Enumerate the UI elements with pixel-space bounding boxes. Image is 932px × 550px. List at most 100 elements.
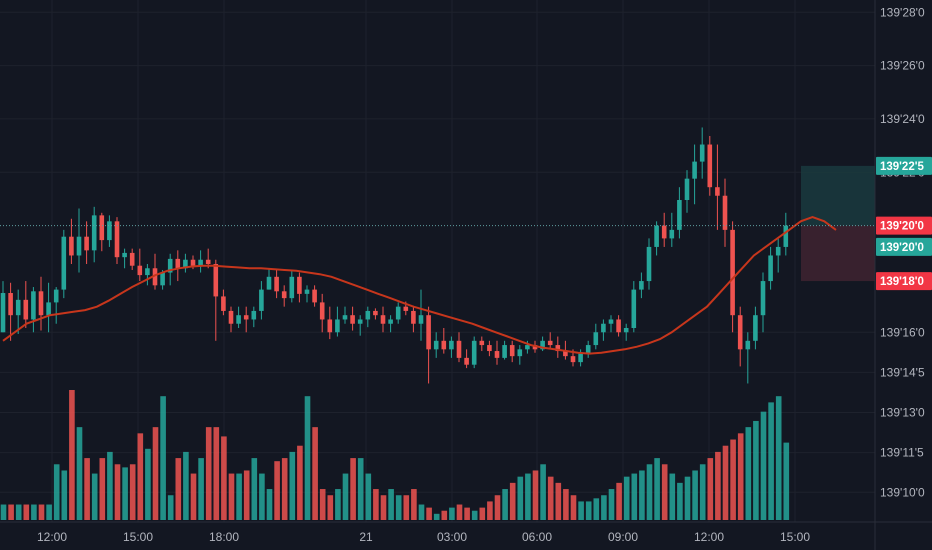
time-tick-label: 03:00 [437,530,467,544]
candle [433,332,439,358]
candle-body [213,264,219,297]
candle [8,282,13,341]
candle [775,238,781,273]
candle-body [449,340,454,350]
candle-body [433,340,439,350]
candle-body [517,349,523,357]
candle [654,221,659,256]
candle [312,285,317,307]
candle [692,144,697,205]
candle-body [494,351,500,358]
candle-body [23,299,29,320]
candle [509,340,515,363]
candle [745,332,751,384]
candle-body [775,246,781,256]
volume-bar [692,470,698,520]
candle-body [15,299,21,316]
volume-bar [722,445,729,520]
candle [646,238,652,290]
volume-bar [418,504,425,520]
volume-bar [509,482,516,520]
candle-body [69,236,74,256]
candle-body [441,340,447,350]
price-tick-label: 139'26'0 [880,59,925,73]
candle-body [540,340,545,350]
candle-body [753,315,758,341]
time-tick-label: 12:00 [37,530,67,544]
volume-bar [228,473,235,520]
candle [122,248,127,269]
candle [236,306,241,328]
candle [129,248,135,270]
candle-body [38,291,44,316]
candle [661,212,667,247]
candle-body [487,345,492,352]
candle-body [297,276,302,294]
candle [730,221,735,333]
profit-zone [801,165,875,226]
volume-bar [449,507,455,520]
candle-body [502,345,507,358]
volume-bar [107,451,113,520]
candle [479,336,485,352]
volume-bar [274,461,280,520]
volume-bar [517,476,524,520]
volume-bars [0,390,790,520]
candle [145,264,150,286]
volume-bar [608,489,615,520]
candle-body [107,221,112,241]
candle-body [601,323,606,333]
candle-body [418,315,424,324]
candle-body [198,259,203,266]
candle-body [114,221,120,258]
volume-bar [661,464,668,520]
candle [213,259,219,341]
candle-body [31,291,36,320]
volume-bar [76,427,83,520]
candle [137,248,143,282]
candle [327,306,333,340]
candle-body [289,276,295,299]
candle [221,289,226,316]
candle [342,306,348,324]
volume-bar [236,473,242,520]
volume-bar [350,458,356,520]
candle-body [152,268,158,286]
candle-body [669,229,675,239]
volume-bar [403,495,410,520]
candle-body [183,259,188,269]
candle [494,340,500,365]
volume-bar [411,489,417,520]
volume-bar [547,476,554,520]
candle-body [661,225,667,239]
volume-bar [335,489,341,520]
candle-body [479,340,485,346]
volume-bar [84,458,90,520]
candle-body [190,259,196,266]
candle [357,315,363,336]
candle-body [654,225,659,247]
candle-body [730,229,735,316]
candle-body [266,276,272,290]
candle-body [525,345,530,350]
volume-bar [745,427,752,520]
candle [585,340,591,358]
candle [107,215,112,247]
volume-bar [243,470,250,520]
volume-bar [433,513,440,520]
volume-bar [783,442,790,520]
price-tick-label: 139'10'0 [880,485,925,499]
candle-body [563,351,568,357]
candle [471,336,477,369]
moving-average-line [2,216,837,355]
time-tick-label: 15:00 [123,530,153,544]
candle-body [335,319,340,333]
candle-body [122,252,127,258]
volume-bar [175,458,182,520]
candle-body [243,315,249,320]
candle [616,315,621,337]
moving-average [2,216,837,355]
volume-bar [487,501,493,520]
